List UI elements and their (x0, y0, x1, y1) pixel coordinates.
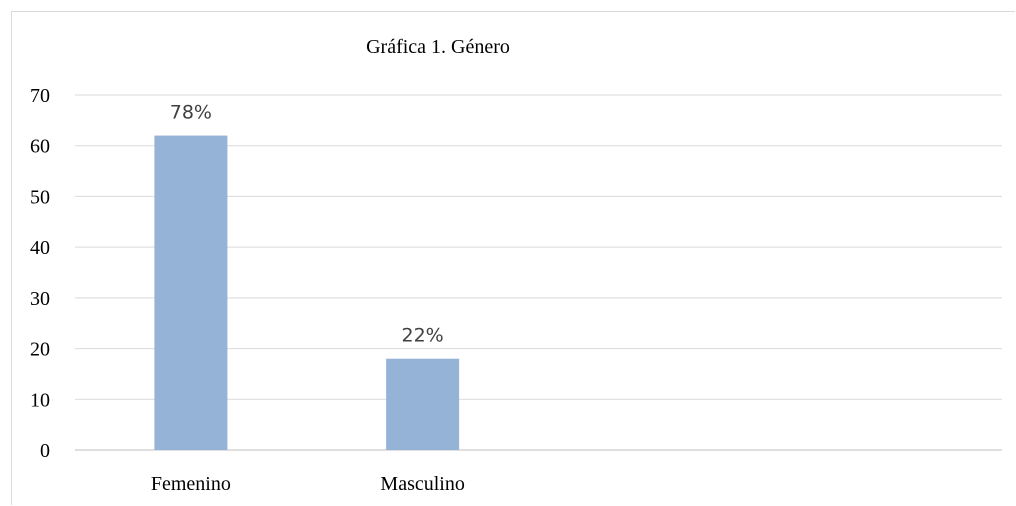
y-tick-label: 0 (40, 440, 50, 462)
y-tick-label: 60 (30, 136, 50, 158)
y-tick-label: 30 (30, 288, 50, 310)
data-label: 22% (402, 325, 444, 347)
data-labels: 78% 22% (170, 102, 444, 347)
x-axis-ticks: Femenino Masculino (151, 473, 465, 495)
y-tick-label: 70 (30, 85, 50, 107)
bar-masculino (386, 358, 460, 450)
chart-title: Gráfica 1. Género (366, 36, 510, 58)
data-label: 78% (170, 102, 212, 124)
bars (154, 135, 460, 451)
y-tick-label: 10 (30, 389, 50, 411)
y-tick-label: 20 (30, 339, 50, 361)
y-tick-label: 40 (30, 237, 50, 259)
gridlines (75, 94, 1002, 451)
bar-femenino (154, 135, 228, 451)
x-tick-label: Femenino (151, 473, 231, 495)
x-tick-label: Masculino (380, 473, 464, 495)
chart-frame (11, 11, 1015, 505)
y-tick-label: 50 (30, 186, 50, 208)
y-axis-ticks: 0 10 20 30 40 50 60 70 (30, 85, 50, 462)
